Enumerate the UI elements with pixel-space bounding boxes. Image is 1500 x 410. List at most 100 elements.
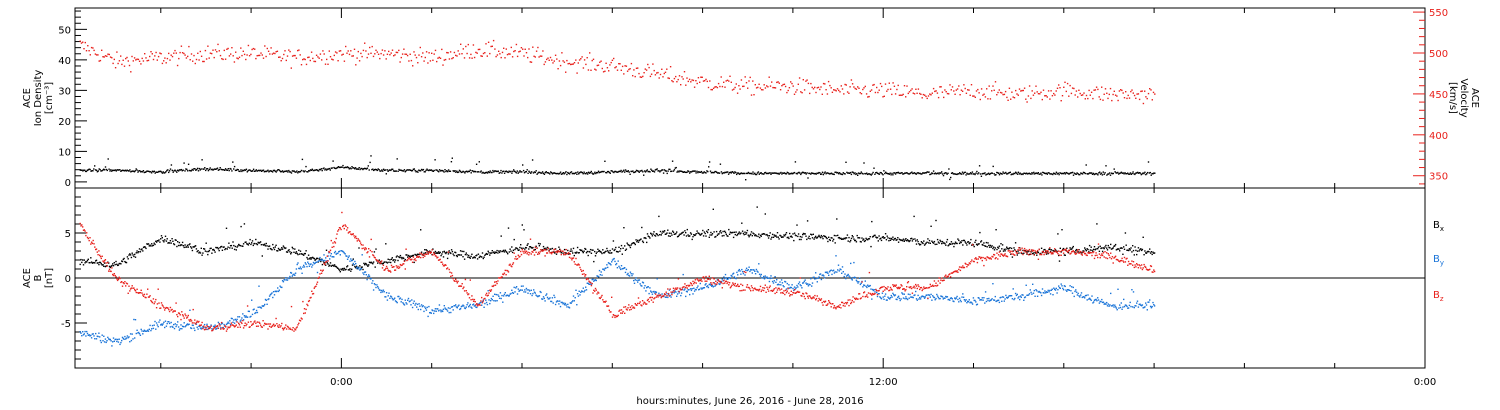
data-point xyxy=(818,276,820,278)
data-point xyxy=(754,273,757,275)
data-point xyxy=(374,266,376,268)
data-point xyxy=(492,39,495,42)
data-point xyxy=(436,308,438,310)
data-point xyxy=(944,172,946,174)
data-point xyxy=(366,278,368,281)
data-point xyxy=(393,259,395,261)
data-point xyxy=(345,255,347,257)
data-point xyxy=(879,296,881,298)
data-point xyxy=(1138,303,1140,306)
data-point xyxy=(755,173,758,176)
data-point xyxy=(837,269,839,271)
data-point xyxy=(381,291,384,293)
data-point xyxy=(768,235,771,237)
data-point xyxy=(801,287,803,289)
data-point xyxy=(1091,173,1094,175)
data-point xyxy=(697,77,700,79)
data-point xyxy=(237,58,239,60)
data-point xyxy=(683,234,685,236)
data-point xyxy=(858,87,860,89)
data-point xyxy=(850,173,853,176)
data-point xyxy=(93,49,95,52)
data-point xyxy=(856,234,858,237)
data-point xyxy=(337,60,339,62)
data-point xyxy=(917,240,919,243)
data-point xyxy=(679,170,681,172)
data-point xyxy=(880,172,882,174)
data-point xyxy=(350,270,352,272)
data-point xyxy=(209,167,211,169)
data-point xyxy=(1060,283,1062,285)
data-point xyxy=(577,252,580,254)
data-point xyxy=(987,172,990,174)
data-point xyxy=(243,169,245,172)
data-point xyxy=(270,248,272,250)
data-point xyxy=(724,273,727,276)
data-point xyxy=(637,281,639,283)
data-point xyxy=(140,289,142,291)
data-point xyxy=(628,274,630,277)
data-point xyxy=(1150,251,1153,253)
data-point xyxy=(316,257,318,260)
data-point xyxy=(499,171,501,174)
data-point xyxy=(152,244,155,246)
data-point xyxy=(202,168,204,170)
data-point xyxy=(737,233,739,236)
data-point xyxy=(466,170,468,172)
data-point xyxy=(1147,92,1150,95)
data-point xyxy=(302,253,304,256)
data-point xyxy=(826,271,828,273)
data-point xyxy=(240,169,242,171)
data-point xyxy=(1150,89,1152,91)
data-point xyxy=(967,300,969,303)
data-point xyxy=(130,71,132,73)
data-point xyxy=(894,237,897,240)
data-point xyxy=(906,298,909,301)
data-point xyxy=(505,48,507,50)
data-point xyxy=(418,54,420,56)
data-point xyxy=(123,65,126,67)
data-point xyxy=(945,172,947,174)
data-point xyxy=(82,226,84,228)
data-point xyxy=(175,170,177,172)
data-point xyxy=(305,63,308,66)
data-point xyxy=(681,288,684,291)
data-point xyxy=(518,171,520,173)
data-point xyxy=(136,288,138,290)
data-point xyxy=(652,63,654,65)
data-point xyxy=(85,260,87,263)
data-point xyxy=(719,282,722,284)
data-point xyxy=(130,256,133,259)
data-point xyxy=(728,277,731,279)
data-point xyxy=(428,305,430,308)
data-point xyxy=(1089,249,1092,251)
data-point xyxy=(425,169,427,172)
data-point xyxy=(304,252,306,255)
data-point xyxy=(576,293,579,295)
data-point xyxy=(1052,294,1054,296)
series-dots xyxy=(79,155,1156,181)
data-point xyxy=(1111,247,1114,250)
data-point xyxy=(930,293,932,296)
data-point xyxy=(817,235,819,238)
data-point xyxy=(673,292,675,294)
data-point xyxy=(249,169,251,171)
data-point xyxy=(1062,289,1065,291)
data-point xyxy=(338,250,341,252)
data-point xyxy=(1023,249,1026,252)
data-point xyxy=(88,262,90,264)
data-point xyxy=(810,233,812,235)
data-point xyxy=(604,70,606,72)
data-point xyxy=(125,261,128,264)
data-point xyxy=(943,242,945,244)
data-point xyxy=(175,239,177,241)
data-point xyxy=(1077,173,1079,175)
data-point xyxy=(855,173,857,176)
data-point xyxy=(752,269,754,271)
data-point xyxy=(1058,287,1061,289)
data-point xyxy=(96,335,98,337)
data-point xyxy=(733,231,736,233)
data-point xyxy=(439,57,442,59)
data-point xyxy=(697,232,699,234)
